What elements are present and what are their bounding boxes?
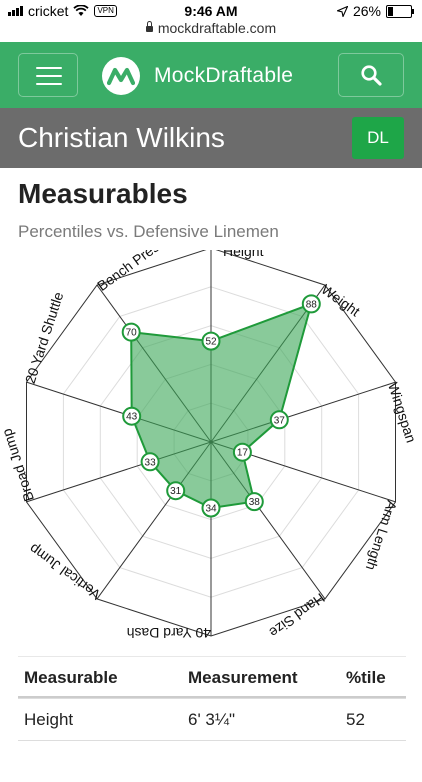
radar-point-value: 88	[306, 299, 318, 310]
address-bar[interactable]: mockdraftable.com	[0, 20, 422, 40]
radar-point-value: 17	[237, 448, 249, 459]
radar-data-point	[201, 331, 221, 351]
status-bar: cricket VPN 9:46 AM 26%	[0, 0, 422, 22]
header-measurable: Measurable	[24, 668, 118, 687]
radar-axis-label: Arm Length	[363, 499, 401, 573]
radar-data-point	[201, 498, 221, 518]
section-subtitle: Percentiles vs. Defensive Linemen	[18, 222, 279, 241]
radar-data-point	[301, 294, 321, 314]
table-row: Height 6' 3¼" 52	[18, 698, 406, 740]
table-header-row: Measurable Measurement %tile	[18, 656, 406, 698]
radar-axis-label: Hand Size	[266, 590, 328, 641]
radar-data-point	[166, 481, 186, 501]
brand-name: MockDraftable	[154, 64, 294, 87]
radar-point-value: 38	[249, 497, 261, 508]
radar-axis-label: 40 Yard Dash	[127, 625, 211, 641]
radar-axis-label: Wingspan	[385, 380, 419, 444]
player-name: Christian Wilkins	[18, 122, 225, 153]
radar-point-value: 31	[170, 486, 182, 497]
radar-data-point	[269, 410, 289, 430]
brand-logo-icon	[102, 57, 140, 95]
radar-axis-label: Weight	[319, 281, 364, 319]
radar-data-point	[232, 442, 252, 462]
search-icon	[361, 65, 382, 86]
menu-button[interactable]	[18, 53, 78, 97]
player-header: Christian Wilkins DL	[0, 108, 422, 168]
radar-point-value: 33	[145, 457, 157, 468]
cell-measurable: Height	[24, 710, 74, 729]
brand-link[interactable]: MockDraftable	[102, 57, 293, 95]
battery-percent: 26%	[352, 3, 381, 19]
radar-data-point	[121, 322, 141, 342]
position-badge[interactable]: DL	[352, 117, 404, 159]
battery-icon	[386, 4, 414, 18]
vpn-badge: VPN	[94, 5, 117, 17]
cell-percentile: 52	[346, 710, 365, 729]
measurables-radar-chart: Height Weight Wingspan Arm Length Hand Size 4…	[0, 250, 420, 641]
cell-measurement: 6' 3¼"	[188, 710, 236, 729]
carrier-label: cricket	[28, 3, 69, 19]
header-percentile: %tile	[346, 668, 386, 687]
radar-data-point	[122, 406, 142, 426]
radar-point-value: 34	[205, 504, 217, 515]
wifi-icon	[73, 5, 90, 16]
status-time: 9:46 AM	[184, 3, 238, 19]
radar-axis-label: Broad Jump	[0, 427, 37, 504]
table-row	[18, 740, 406, 782]
url-text: mockdraftable.com	[157, 20, 277, 36]
search-button[interactable]	[338, 53, 404, 97]
radar-data-point	[140, 452, 160, 472]
radar-axis-label: 20 Yard Shuttle	[22, 290, 67, 386]
lock-icon	[145, 21, 153, 32]
radar-point-value: 43	[126, 412, 138, 423]
radar-axis-label: Height	[223, 250, 264, 259]
measurables-table: Measurable Measurement %tile Height 6' 3…	[18, 656, 406, 782]
radar-axis-label: Vertical Jump	[26, 541, 104, 603]
radar-point-value: 52	[205, 337, 217, 348]
radar-point-value: 70	[126, 328, 138, 339]
location-arrow-icon	[336, 5, 348, 17]
radar-data-area	[130, 302, 313, 510]
radar-point-value: 37	[274, 415, 286, 426]
signal-icon	[8, 6, 23, 16]
radar-data-point	[244, 492, 264, 512]
top-navbar: MockDraftable	[0, 42, 422, 108]
header-measurement: Measurement	[188, 668, 298, 687]
radar-axis-label: Bench Press	[94, 250, 168, 294]
section-title: Measurables	[18, 178, 188, 209]
